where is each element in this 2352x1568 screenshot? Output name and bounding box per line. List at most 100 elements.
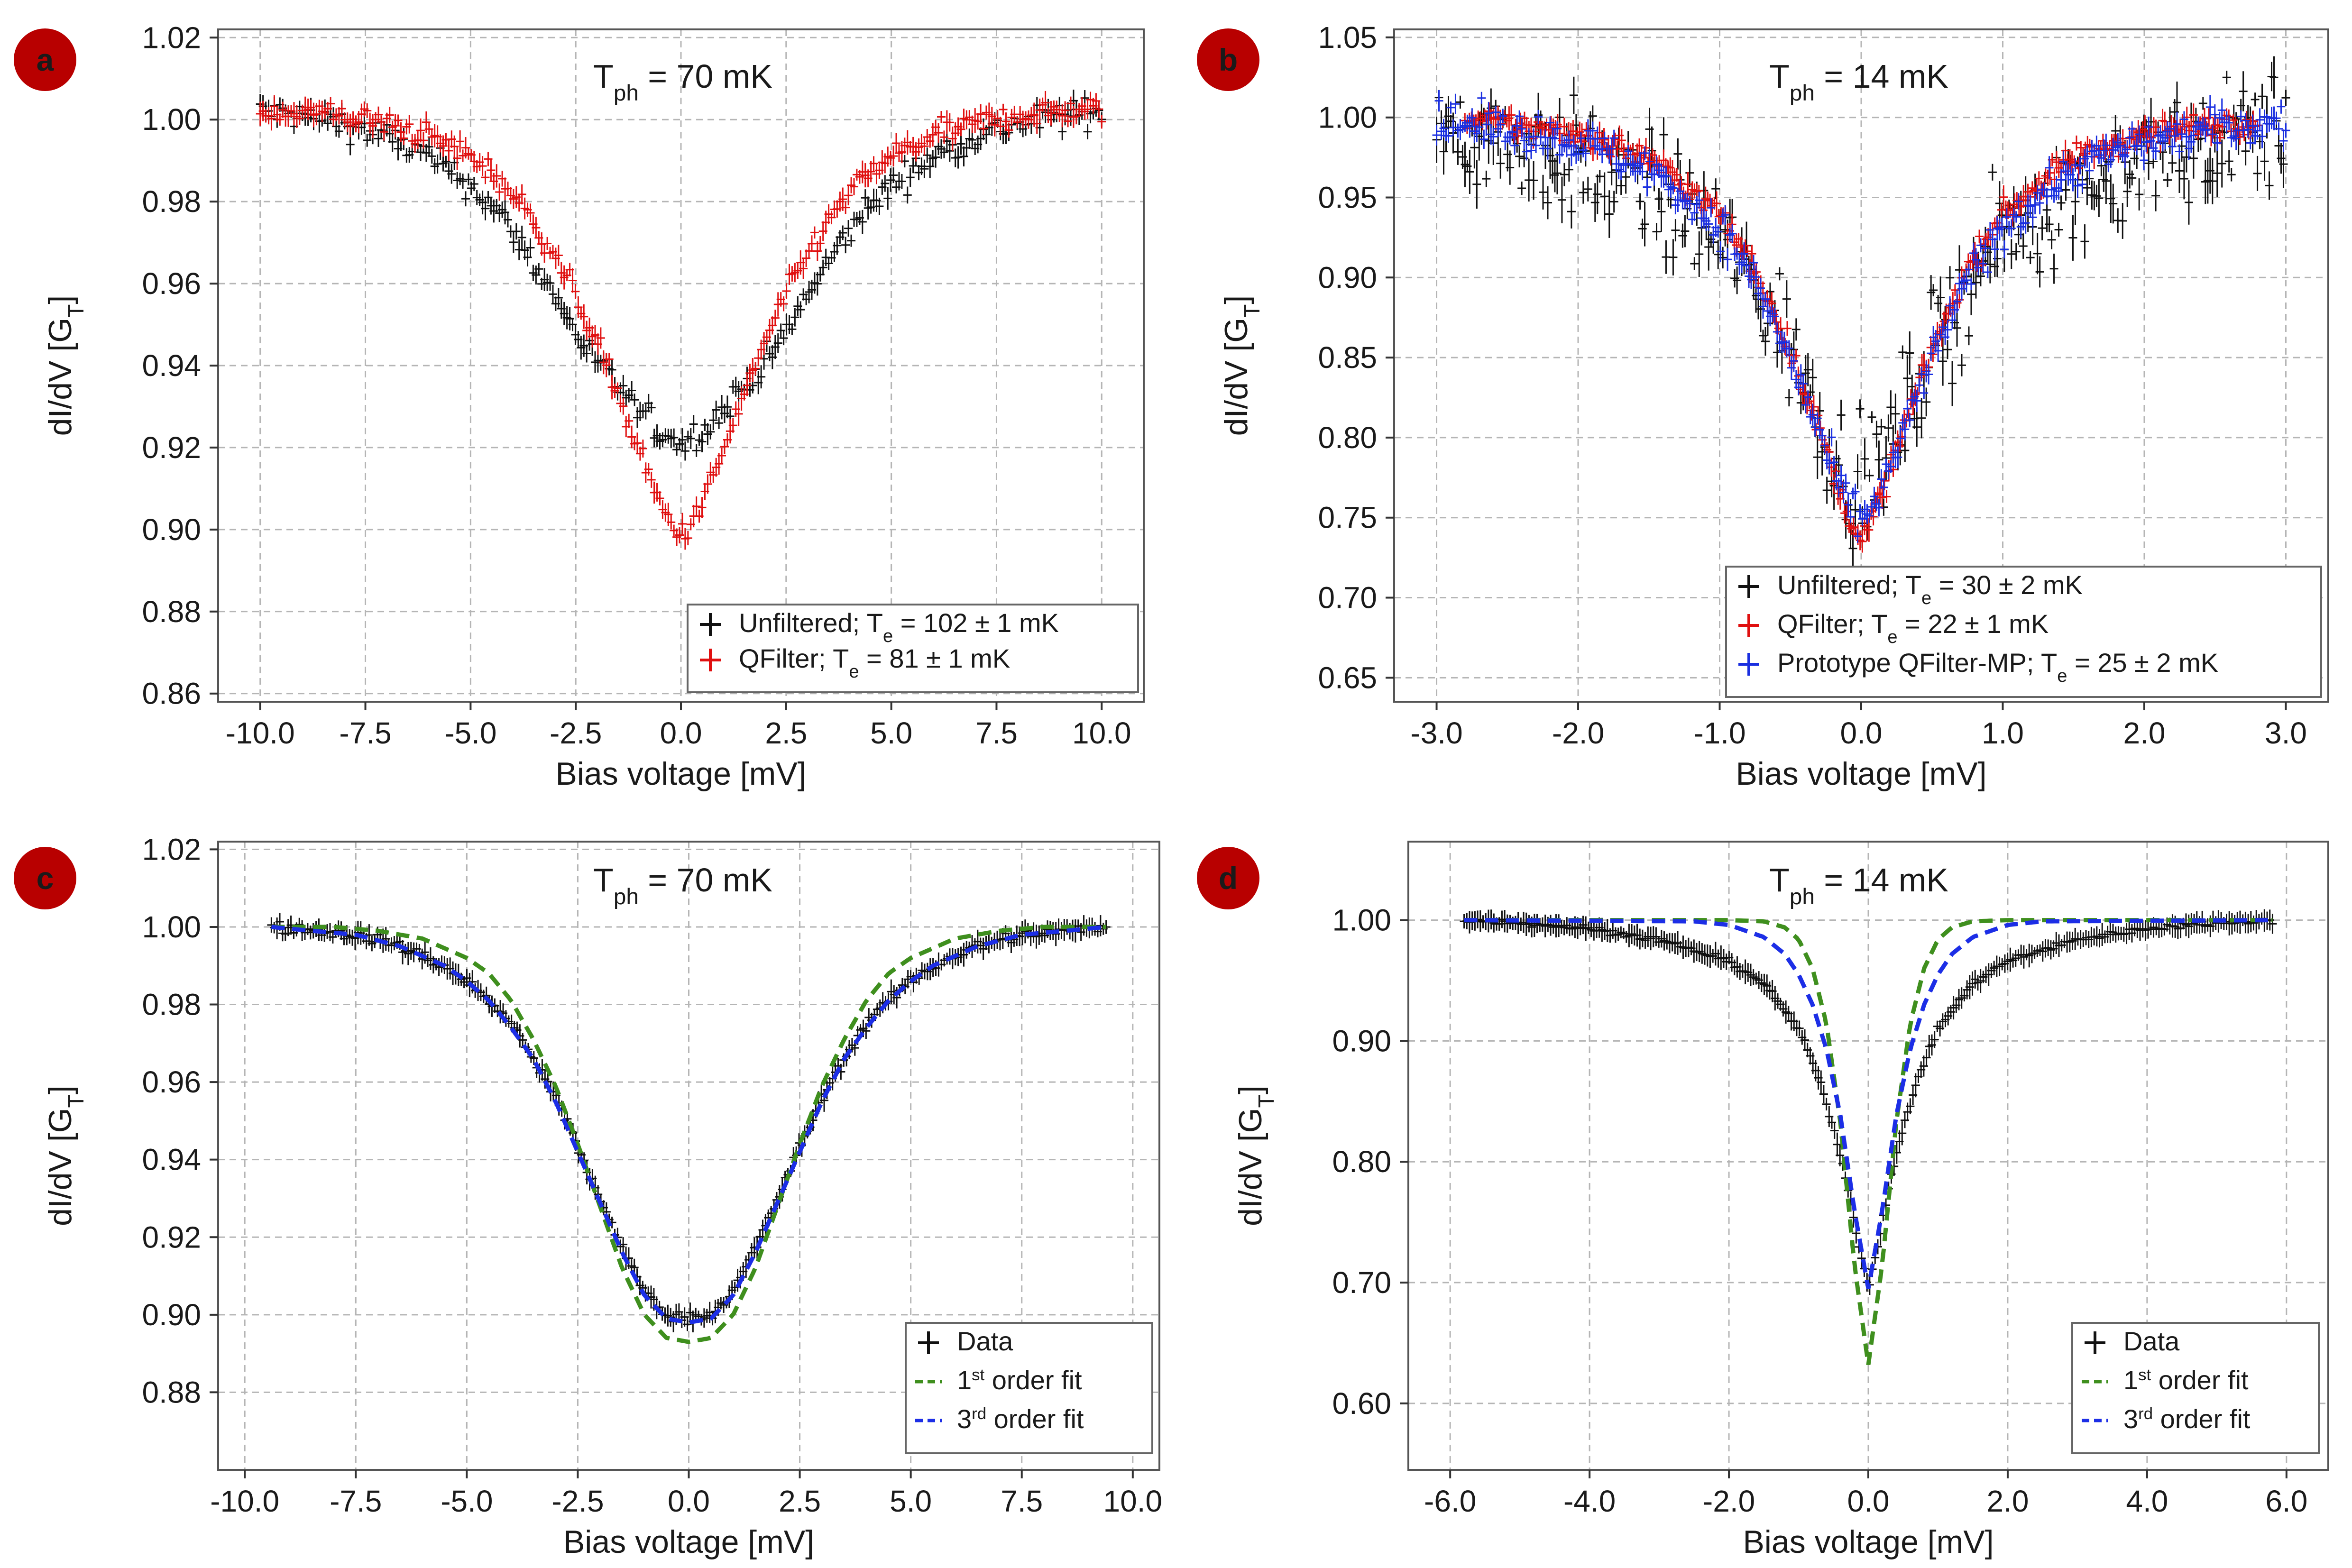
x-tick-label: -7.5 [330, 1484, 382, 1518]
x-axis-label: Bias voltage [mV] [563, 1524, 814, 1560]
y-tick-label: 0.94 [142, 1143, 201, 1177]
badge-letter: a [37, 42, 55, 77]
legend-box [687, 604, 1139, 693]
x-tick-label: 4.0 [2126, 1484, 2168, 1518]
panel-d: -6.0 -4.0 -2.0 0.0 2.0 4.0 6.0 0.60 0.70 0.80 0.90… [1197, 841, 2329, 1560]
series-3rd-order-fit [1464, 918, 2273, 1289]
y-tick-label: 0.80 [1318, 421, 1377, 455]
panel-badge: d [1197, 847, 1259, 909]
x-tick-label: -3.0 [1410, 716, 1462, 750]
legend: Data 1st order fit 3rd order fit [2071, 1322, 2320, 1454]
series-data [267, 913, 1111, 1332]
y-tick-label: 0.98 [142, 184, 201, 219]
legend-label: Unfiltered; Te = 30 ± 2 mK [1777, 570, 2083, 608]
y-tick-label: 0.92 [142, 1220, 201, 1254]
panel-badge: a [14, 28, 76, 91]
x-tick-label: 1.0 [1982, 716, 2024, 750]
legend-label: 1st order fit [957, 1365, 1082, 1395]
badge-letter: c [37, 861, 54, 896]
legend-label: Prototype QFilter-MP; Te = 25 ± 2 mK [1777, 648, 2218, 686]
x-axis-label: Bias voltage [mV] [1736, 756, 1986, 792]
y-tick-label: 0.96 [142, 266, 201, 301]
legend-item: Data [2085, 1326, 2180, 1356]
legend-label: QFilter; Te = 22 ± 1 mK [1777, 609, 2049, 647]
legend-item: QFilter; Te = 22 ± 1 mK [1738, 609, 2049, 647]
x-tick-label: 7.5 [975, 716, 1018, 750]
y-tick-label: 0.90 [1318, 260, 1377, 294]
legend-item: QFilter; Te = 81 ± 1 mK [700, 643, 1010, 682]
x-tick-label: -6.0 [1424, 1484, 1476, 1518]
x-tick-label: 2.0 [2123, 716, 2165, 750]
panel-title: Tph = 14 mK [1769, 58, 1948, 106]
x-tick-label: 5.0 [870, 716, 912, 750]
x-tick-label: -4.0 [1563, 1484, 1616, 1518]
legend-box [1725, 566, 2322, 698]
legend-item: Unfiltered; Te = 30 ± 2 mK [1738, 570, 2083, 608]
x-axis-label: Bias voltage [mV] [555, 756, 806, 792]
series-3rd-order-fit [271, 925, 1107, 1325]
badge-circle [1197, 847, 1259, 909]
x-tick-label: 2.5 [779, 1484, 821, 1518]
y-tick-label: 0.94 [142, 348, 201, 383]
y-axis-label: dI/dV [GT] [42, 295, 88, 436]
y-tick-label: 1.00 [1318, 101, 1377, 135]
x-tick-label: 5.0 [890, 1484, 932, 1518]
legend-label: 3rd order fit [2123, 1404, 2251, 1434]
y-tick-label: 1.00 [1332, 903, 1391, 937]
y-tick-label: 0.60 [1332, 1386, 1391, 1421]
x-tick-label: 3.0 [2265, 716, 2307, 750]
legend-item: 1st order fit [915, 1365, 1082, 1395]
y-tick-label: 0.90 [142, 513, 201, 547]
panel-title: Tph = 70 mK [593, 862, 772, 909]
legend-label: Data [957, 1326, 1013, 1356]
x-tick-label: -2.5 [550, 716, 602, 750]
panel-title: Tph = 70 mK [593, 58, 772, 106]
legend-item: 3rd order fit [915, 1404, 1084, 1434]
series-qfilter [256, 91, 1106, 550]
legend-item: 1st order fit [2082, 1365, 2249, 1395]
x-tick-label: 2.0 [1986, 1484, 2029, 1518]
y-tick-label: 0.80 [1332, 1145, 1391, 1179]
series-1st-order-fit [271, 925, 1106, 1344]
y-tick-label: 0.92 [142, 431, 201, 465]
y-axis-label: dI/dV [GT] [42, 1085, 88, 1226]
x-tick-label: 2.5 [765, 716, 807, 750]
legend-label: 3rd order fit [957, 1404, 1084, 1434]
y-tick-label: 1.02 [142, 832, 201, 866]
y-tick-label: 0.86 [142, 677, 201, 711]
x-tick-label: 10.0 [1072, 716, 1131, 750]
y-tick-label: 0.75 [1318, 501, 1377, 535]
y-axis-label: dI/dV [GT] [1232, 1085, 1278, 1226]
legend-item: Unfiltered; Te = 102 ± 1 mK [700, 608, 1059, 646]
legend-item: Prototype QFilter-MP; Te = 25 ± 2 mK [1738, 648, 2218, 686]
y-tick-label: 0.65 [1318, 660, 1377, 695]
y-tick-label: 0.88 [142, 595, 201, 629]
x-tick-label: 0.0 [1847, 1484, 1890, 1518]
y-tick-label: 1.00 [142, 102, 201, 137]
series-prototype-qfilter-mp [1432, 90, 2290, 543]
y-tick-label: 0.70 [1318, 581, 1377, 615]
y-tick-label: 0.90 [1332, 1024, 1391, 1058]
y-tick-label: 1.05 [1318, 20, 1377, 55]
panel-c: -10.0 -7.5 -5.0 -2.5 0.0 2.5 5.0 7.5 10.0 0.88 0.9… [14, 832, 1162, 1560]
x-axis-label: Bias voltage [mV] [1743, 1524, 1994, 1560]
x-tick-label: -10.0 [226, 716, 295, 750]
x-tick-label: -10.0 [210, 1484, 279, 1518]
x-tick-label: -7.5 [339, 716, 391, 750]
x-tick-label: -2.5 [551, 1484, 604, 1518]
x-tick-label: 0.0 [660, 716, 702, 750]
legend-label: 1st order fit [2123, 1365, 2249, 1395]
legend-box [905, 1322, 1153, 1454]
panel-badge: c [14, 847, 76, 909]
x-tick-label: -1.0 [1693, 716, 1746, 750]
legend-label: Unfiltered; Te = 102 ± 1 mK [739, 608, 1059, 646]
fit-line [271, 925, 1107, 1325]
legend-item: Data [918, 1326, 1013, 1356]
y-tick-label: 0.98 [142, 988, 201, 1022]
panel-badge: b [1197, 28, 1259, 91]
y-tick-label: 1.00 [142, 910, 201, 944]
x-tick-label: -5.0 [441, 1484, 493, 1518]
y-tick-label: 0.90 [142, 1298, 201, 1332]
x-tick-label: 0.0 [1840, 716, 1883, 750]
